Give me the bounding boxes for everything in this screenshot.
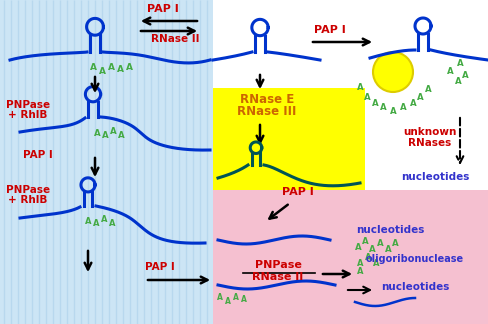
Text: + RhlB: + RhlB [8, 110, 48, 120]
Text: A: A [110, 128, 116, 136]
Text: A: A [373, 260, 379, 269]
Text: A: A [99, 66, 105, 75]
Text: PAP I: PAP I [147, 4, 179, 14]
Text: A: A [457, 60, 463, 68]
Text: A: A [400, 103, 407, 112]
Text: A: A [225, 296, 231, 306]
Text: RNase II: RNase II [252, 272, 304, 282]
FancyBboxPatch shape [213, 0, 488, 190]
Text: A: A [425, 86, 431, 95]
Text: A: A [355, 244, 361, 252]
Text: A: A [455, 77, 461, 87]
Text: A: A [107, 63, 115, 72]
Text: A: A [94, 129, 101, 137]
Text: A: A [101, 215, 107, 225]
Text: nucleotides: nucleotides [401, 172, 469, 182]
Text: A: A [233, 293, 239, 302]
Text: A: A [93, 219, 99, 228]
Text: A: A [85, 216, 91, 226]
Text: RNase E: RNase E [240, 93, 294, 106]
Text: A: A [362, 237, 368, 247]
Text: A: A [417, 94, 423, 102]
Text: RNases: RNases [408, 138, 451, 148]
Text: PNPase: PNPase [6, 185, 50, 195]
Text: A: A [109, 218, 115, 227]
FancyBboxPatch shape [213, 88, 365, 190]
Text: A: A [380, 103, 386, 112]
Text: A: A [410, 99, 416, 109]
Text: PAP I: PAP I [282, 187, 314, 197]
Text: A: A [369, 245, 375, 253]
Text: A: A [447, 67, 453, 76]
Text: RNase II: RNase II [151, 34, 199, 44]
Text: A: A [102, 132, 108, 141]
Text: A: A [118, 131, 124, 140]
FancyBboxPatch shape [213, 190, 488, 324]
Text: A: A [377, 238, 383, 248]
Text: A: A [241, 295, 247, 305]
Text: A: A [125, 64, 133, 73]
FancyBboxPatch shape [0, 0, 213, 324]
Text: A: A [392, 238, 398, 248]
Text: A: A [390, 107, 396, 115]
Text: PNPase: PNPase [6, 100, 50, 110]
Text: RNase III: RNase III [237, 105, 297, 118]
Text: nucleotides: nucleotides [381, 282, 449, 292]
Text: A: A [357, 267, 363, 275]
Text: PAP I: PAP I [314, 25, 346, 35]
Text: A: A [357, 84, 363, 92]
Text: PNPase: PNPase [255, 260, 302, 270]
Text: A: A [117, 65, 123, 75]
Text: A: A [357, 259, 363, 268]
Circle shape [373, 52, 413, 92]
Text: A: A [462, 71, 468, 79]
Text: A: A [365, 252, 371, 261]
Text: A: A [372, 99, 378, 109]
Text: A: A [89, 64, 97, 73]
Text: A: A [385, 245, 391, 253]
Text: oligoribonuclease: oligoribonuclease [366, 254, 464, 264]
Text: A: A [217, 294, 223, 303]
Text: nucleotides: nucleotides [356, 225, 424, 235]
Text: PAP I: PAP I [23, 150, 53, 160]
Text: PAP I: PAP I [145, 262, 175, 272]
Text: A: A [364, 92, 370, 101]
Text: unknown: unknown [403, 127, 457, 137]
Text: + RhlB: + RhlB [8, 195, 48, 205]
